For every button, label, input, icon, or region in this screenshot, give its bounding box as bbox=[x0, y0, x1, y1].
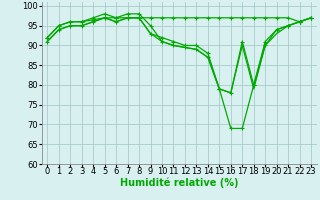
X-axis label: Humidité relative (%): Humidité relative (%) bbox=[120, 178, 238, 188]
